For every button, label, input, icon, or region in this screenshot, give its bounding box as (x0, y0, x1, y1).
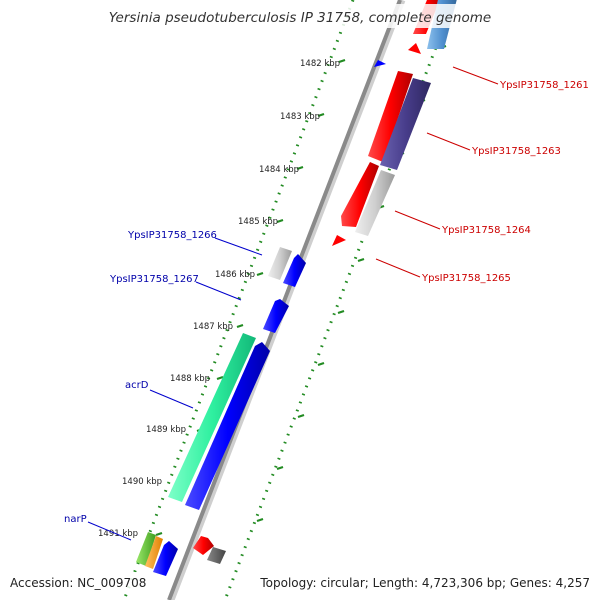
label-ypsip31758-1265[interactable]: YpsIP31758_1265 (421, 273, 511, 284)
tick-label-1483: 1483 kbp (280, 112, 320, 122)
label-leaders (87, 66, 499, 541)
gene-ypsip31758-1266-arrow[interactable] (283, 254, 306, 287)
gene-narp-green[interactable] (136, 532, 156, 566)
gene-small-blue-arrow[interactable] (374, 60, 386, 67)
reverse-genes (136, 247, 306, 576)
tick-label-1491: 1491 kbp (98, 529, 138, 539)
label-ypsip31758-1264[interactable]: YpsIP31758_1264 (441, 225, 531, 236)
gene-bottom-darkgrey[interactable] (207, 547, 226, 564)
tick-label-1487: 1487 kbp (193, 322, 233, 332)
label-ypsip31758-1263[interactable]: YpsIP31758_1263 (471, 146, 561, 157)
label-narp[interactable]: narP (64, 514, 87, 525)
label-ypsip31758-1266[interactable]: YpsIP31758_1266 (127, 230, 217, 241)
label-ypsip31758-1261[interactable]: YpsIP31758_1261 (499, 80, 589, 91)
gene-top-red-arrow[interactable] (408, 43, 421, 54)
genome-summary-text: Topology: circular; Length: 4,723,306 bp… (259, 576, 590, 590)
tick-label-1484: 1484 kbp (259, 165, 299, 175)
footer-right-backdrop (256, 572, 596, 594)
tick-label-1485: 1485 kbp (238, 217, 278, 227)
gene-ypsip31758-1261[interactable] (368, 71, 413, 162)
gene-narp-orange[interactable] (145, 536, 163, 569)
gene-ypsip31758-1265[interactable] (332, 235, 346, 246)
tick-label-1488: 1488 kbp (170, 374, 210, 384)
gene-narp-blue[interactable] (153, 541, 178, 576)
gene-bottom-red-arrow[interactable] (193, 536, 214, 555)
tick-label-1486: 1486 kbp (215, 270, 255, 280)
map-title: Yersinia pseudotuberculosis IP 31758, co… (109, 10, 491, 26)
tick-label-1490: 1490 kbp (122, 477, 162, 487)
genome-backbone (167, 0, 402, 600)
gene-blue-long[interactable] (185, 342, 270, 510)
label-ypsip31758-1267[interactable]: YpsIP31758_1267 (109, 274, 199, 285)
gene-labels: YpsIP31758_1261 YpsIP31758_1263 YpsIP317… (64, 80, 589, 525)
title-backdrop (95, 4, 505, 28)
gene-ypsip31758-1267[interactable] (263, 299, 289, 333)
forward-genes (193, 0, 457, 564)
label-acrd[interactable]: acrD (125, 380, 149, 391)
gene-grey-forward[interactable] (355, 170, 395, 236)
tick-label-1489: 1489 kbp (146, 425, 186, 435)
gene-acrd[interactable] (168, 333, 256, 502)
gene-ypsip31758-1264[interactable] (341, 162, 379, 227)
gene-ypsip31758-1266[interactable] (268, 247, 292, 280)
tick-labels: 1482 kbp 1483 kbp 1484 kbp 1485 kbp 1486… (98, 59, 340, 539)
tick-label-1482: 1482 kbp (300, 59, 340, 69)
gene-ypsip31758-1263[interactable] (380, 78, 431, 170)
outer-tick-ring (122, 0, 355, 600)
footer-left-backdrop (4, 572, 152, 594)
accession-text: Accession: NC_009708 (10, 576, 146, 590)
